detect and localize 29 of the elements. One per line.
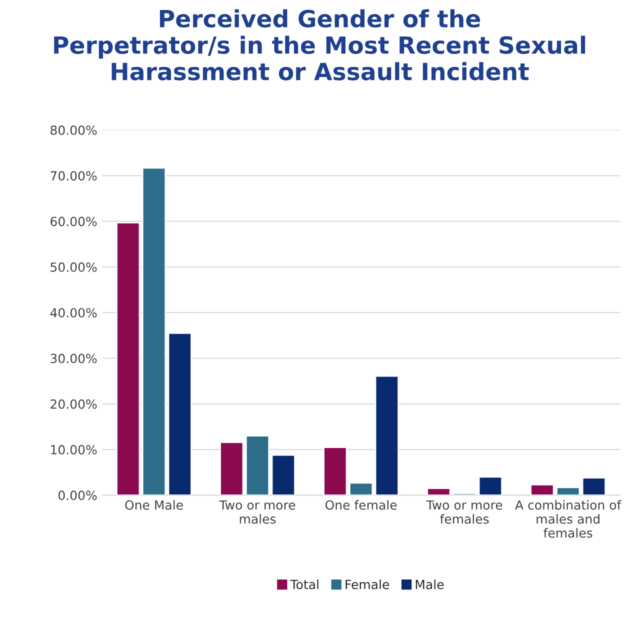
- chart-title: Perceived Gender of the Perpetrator/s in the Most Recent Sexual Harassment or Assault Incident: [54, 9, 586, 80]
- bar: [116, 222, 140, 496]
- bar: [245, 435, 270, 496]
- bar: [142, 167, 166, 496]
- y-tick-label: 30.00%: [50, 354, 97, 364]
- bar: [271, 454, 296, 496]
- legend-label: Female: [346, 579, 390, 590]
- legend-label: Male: [416, 579, 444, 590]
- x-tick-label: Two or more males: [219, 500, 296, 524]
- x-tick-label: One Male: [125, 500, 183, 510]
- bar: [374, 375, 399, 496]
- y-tick-label: 70.00%: [50, 171, 97, 181]
- y-tick-label: 20.00%: [50, 399, 97, 409]
- legend-label: Total: [290, 579, 318, 590]
- y-tick-label: 40.00%: [50, 308, 97, 318]
- bar: [168, 332, 192, 496]
- x-tick-label: One female: [325, 500, 397, 510]
- bar: [348, 482, 374, 496]
- y-tick-label: 10.00%: [51, 445, 97, 454]
- y-tick-label: 80.00%: [50, 125, 97, 135]
- y-tick-label: 0.00%: [58, 490, 97, 500]
- bar: [220, 442, 244, 496]
- y-tick-label: 50.00%: [50, 262, 97, 272]
- x-tick-label: Two or more females: [426, 500, 502, 524]
- bar: [582, 477, 606, 496]
- x-tick-label: A combination of males and females: [515, 500, 622, 538]
- bar: [478, 476, 503, 496]
- y-tick-label: 60.00%: [50, 216, 97, 226]
- bar: [323, 446, 348, 496]
